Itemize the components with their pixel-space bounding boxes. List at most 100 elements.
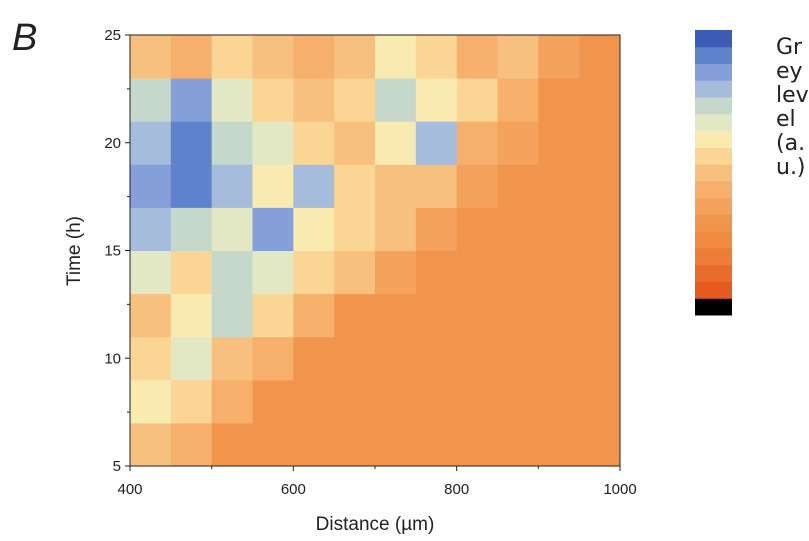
x-tick-label: 800 <box>444 481 469 498</box>
heatmap-cell <box>456 35 498 79</box>
heatmap-cell <box>252 164 294 208</box>
heatmap-cell <box>538 422 580 467</box>
heatmap-cell <box>293 121 335 165</box>
heatmap-cell <box>211 379 253 424</box>
heatmap-cell <box>415 293 458 338</box>
heatmap-cell <box>497 35 539 79</box>
heatmap-cell <box>252 78 294 122</box>
heatmap-cell <box>497 422 539 467</box>
heatmap-cell <box>170 293 213 338</box>
heatmap-cell <box>334 164 376 208</box>
heatmap-cell <box>456 379 498 424</box>
heatmap-cell <box>497 250 539 295</box>
heatmap-cell <box>579 121 621 165</box>
heatmap-cell <box>456 121 498 165</box>
x-tick-label: 400 <box>117 481 142 498</box>
heatmap-cell <box>497 121 539 165</box>
heatmap-cell <box>579 164 621 208</box>
colorbar-swatch <box>695 281 732 299</box>
heatmap-cell <box>415 35 458 79</box>
heatmap-cell <box>415 121 458 165</box>
heatmap-cell <box>252 293 294 338</box>
heatmap-cell <box>456 207 498 251</box>
heatmap-cell <box>497 78 539 122</box>
heatmap-cell <box>497 164 539 208</box>
heatmap-cell <box>211 35 253 79</box>
heatmap-cell <box>130 293 172 338</box>
heatmap-cell <box>375 422 417 467</box>
heatmap-cell <box>334 422 376 467</box>
heatmap-cell <box>130 336 172 381</box>
colorbar-swatch <box>695 264 732 282</box>
heatmap-cell <box>130 78 172 122</box>
heatmap-cell <box>579 207 621 251</box>
heatmap-cell <box>456 422 498 467</box>
heatmap-cell <box>415 336 458 381</box>
colorbar-swatch <box>695 130 732 148</box>
colorbar-swatch <box>695 147 732 165</box>
colorbar-swatch <box>695 63 732 81</box>
colorbar-swatch <box>695 46 732 65</box>
heatmap-cell <box>375 78 417 122</box>
heatmap-cell <box>579 422 621 467</box>
heatmap-cell <box>170 35 213 79</box>
heatmap-cell <box>415 78 458 122</box>
heatmap-cell <box>293 35 335 79</box>
heatmap-cell <box>130 422 172 467</box>
heatmap-cell <box>293 293 335 338</box>
heatmap-cell <box>375 250 417 295</box>
heatmap-cell <box>579 336 621 381</box>
heatmap-cell <box>130 121 172 165</box>
heatmap-cell <box>252 250 294 295</box>
heatmap-cell <box>375 207 417 251</box>
heatmap-cell <box>130 35 172 79</box>
heatmap-cell <box>415 250 458 295</box>
heatmap-cell <box>211 78 253 122</box>
heatmap-cell <box>293 164 335 208</box>
heatmap-cell <box>211 164 253 208</box>
colorbar-swatch <box>695 164 732 182</box>
heatmap-cell <box>579 293 621 338</box>
panel-label: B <box>12 17 37 59</box>
heatmap-cell <box>293 78 335 122</box>
heatmap-cell <box>252 422 294 467</box>
heatmap-cell <box>170 207 213 251</box>
heatmap-cell <box>170 422 213 467</box>
heatmap-cell <box>252 336 294 381</box>
heatmap-cell <box>170 78 213 122</box>
heatmap-cell <box>211 293 253 338</box>
heatmap-cell <box>415 164 458 208</box>
y-tick-label: 25 <box>104 27 121 44</box>
heatmap-cell <box>538 121 580 165</box>
colorbar-swatch <box>695 113 732 132</box>
heatmap-cell <box>456 164 498 208</box>
heatmap-cell <box>293 422 335 467</box>
heatmap-cell <box>252 35 294 79</box>
y-axis-title: Time (h) <box>64 216 85 286</box>
heatmap-cell <box>293 250 335 295</box>
heatmap-cell <box>170 121 213 165</box>
x-tick-label: 1000 <box>603 481 636 498</box>
heatmap-cell <box>375 379 417 424</box>
heatmap-cell <box>293 207 335 251</box>
x-tick-label: 600 <box>281 481 306 498</box>
heatmap-cell <box>293 336 335 381</box>
heatmap-cell <box>538 250 580 295</box>
x-axis-title: Distance (µm) <box>316 514 435 535</box>
colorbar-swatch <box>695 247 732 266</box>
heatmap-cell <box>538 78 580 122</box>
heatmap-cell <box>211 207 253 251</box>
heatmap-cell <box>415 422 458 467</box>
heatmap-cell <box>334 379 376 424</box>
colorbar-swatch <box>695 197 732 215</box>
heatmap-cell <box>130 207 172 251</box>
heatmap-cell <box>579 379 621 424</box>
heatmap-cell <box>415 379 458 424</box>
heatmap-cell <box>293 379 335 424</box>
heatmap-cell <box>538 336 580 381</box>
heatmap-cell <box>130 164 172 208</box>
heatmap-cell <box>538 164 580 208</box>
colorbar-label-box: Grey level (a.u.) <box>776 36 809 180</box>
heatmap-cell <box>415 207 458 251</box>
heatmap-cell <box>579 78 621 122</box>
